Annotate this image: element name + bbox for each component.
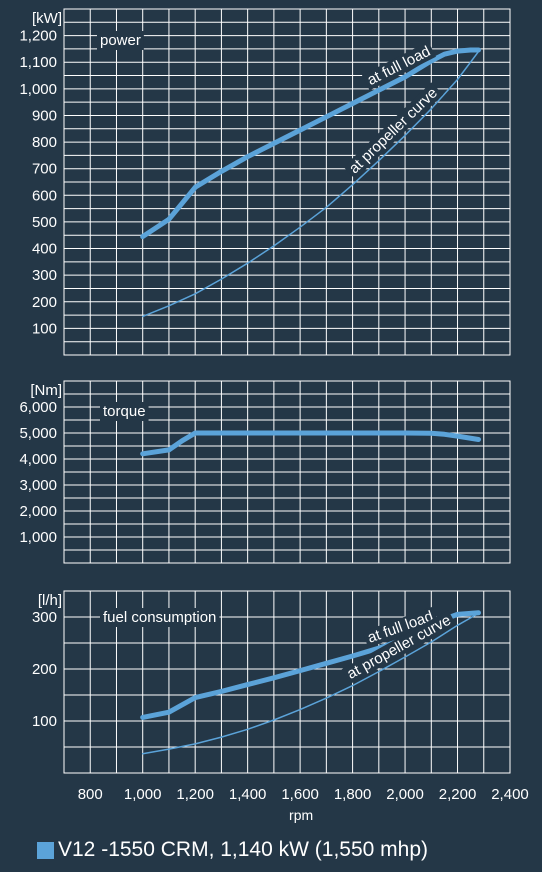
panel-title: fuel consumption xyxy=(103,609,216,626)
y-tick-label: 200 xyxy=(32,294,57,311)
y-tick-label: 900 xyxy=(32,107,57,124)
series-label-group: at propeller curve xyxy=(343,82,444,180)
panel-title-bg xyxy=(100,402,149,421)
unit-label: [Nm] xyxy=(30,382,62,399)
y-tick-label: 300 xyxy=(32,609,57,626)
x-tick-label: 1,200 xyxy=(176,786,214,803)
x-tick-label: 2,200 xyxy=(439,786,477,803)
y-tick-label: 3,000 xyxy=(19,477,57,494)
y-tick-label: 1,200 xyxy=(19,28,57,45)
panel-power: [kW] 100 200 300 400 500 600 700 800 900 1,000 1,10… xyxy=(19,2,511,356)
x-tick-label: 2,400 xyxy=(491,786,529,803)
unit-label: [l/h] xyxy=(38,592,62,609)
series-line-at-propeller-curve xyxy=(141,612,480,755)
x-tick-label: 800 xyxy=(78,786,103,803)
y-tick-label: 1,000 xyxy=(19,529,57,546)
panel-torque: [Nm] 1,000 2,000 3,000 4,000 5,000 6,000 torque xyxy=(19,374,511,564)
y-tick-label: 5,000 xyxy=(19,425,57,442)
series-line-torque xyxy=(140,430,481,457)
unit-label-bg xyxy=(30,2,62,20)
y-tick-label: 100 xyxy=(32,713,57,730)
y-tick-label: 800 xyxy=(32,134,57,151)
legend-label: V12 -1550 CRM, 1,140 kW (1,550 mhp) xyxy=(58,838,429,861)
series-label-bg xyxy=(361,41,436,91)
x-tick-label: 2,000 xyxy=(386,786,424,803)
series-line-at-full-load xyxy=(140,47,481,240)
unit-label: [kW] xyxy=(32,10,62,27)
panel-title-bg xyxy=(100,608,220,627)
x-tick-label: 1,800 xyxy=(334,786,372,803)
y-tick-label: 700 xyxy=(32,161,57,178)
panel-title-bg xyxy=(97,31,144,50)
x-tick-label: 1,400 xyxy=(229,786,267,803)
x-tick-label: 1,000 xyxy=(124,786,162,803)
y-tick-label: 500 xyxy=(32,214,57,231)
y-tick-label: 600 xyxy=(32,187,57,204)
unit-label-bg xyxy=(30,374,62,392)
legend: V12 -1550 CRM, 1,140 kW (1,550 mhp) xyxy=(37,838,428,862)
panel-title: torque xyxy=(103,403,146,420)
y-tick-label: 100 xyxy=(32,320,57,337)
series-label-bg xyxy=(341,610,457,685)
series-label-bg xyxy=(343,82,444,180)
y-tick-label: 1,100 xyxy=(19,54,57,71)
y-tick-label: 400 xyxy=(32,241,57,258)
y-tick-label: 4,000 xyxy=(19,451,57,468)
y-tick-label: 2,000 xyxy=(19,503,57,520)
y-tick-label: 300 xyxy=(32,267,57,284)
plot-frame xyxy=(63,380,511,564)
unit-label-bg xyxy=(30,584,62,602)
series-line-at-propeller-curve xyxy=(141,50,480,318)
panel-title: power xyxy=(100,32,141,49)
x-tick-label: 1,600 xyxy=(281,786,319,803)
x-axis-label: rpm xyxy=(289,807,313,823)
series-label-bg xyxy=(362,606,439,648)
y-tick-label: 1,000 xyxy=(19,81,57,98)
plot-frame xyxy=(63,8,511,356)
y-tick-label: 200 xyxy=(32,661,57,678)
legend-swatch xyxy=(37,841,54,859)
plot-frame xyxy=(63,590,511,774)
y-tick-label: 6,000 xyxy=(19,399,57,416)
